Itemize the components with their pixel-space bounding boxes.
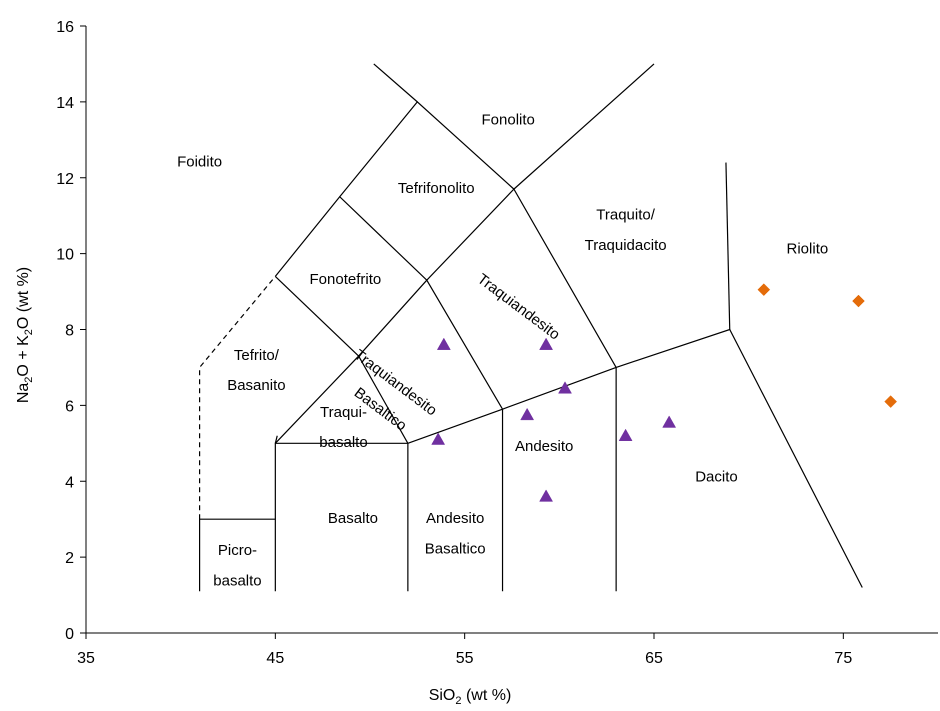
triangle-point	[436, 337, 451, 350]
triangle-point	[520, 407, 535, 421]
axes: 0 2 4 6 8 10 12 14 16 35 45 55 65 75	[56, 19, 938, 667]
triangle-point	[431, 432, 446, 445]
field-boundary	[274, 442, 409, 592]
x-tick-label: 75	[834, 650, 852, 667]
triangle-point	[618, 428, 633, 441]
field-label: Andesito	[426, 510, 484, 527]
diamond-point	[852, 294, 865, 308]
field-label: Dacito	[695, 468, 738, 485]
field-boundary	[725, 162, 731, 330]
triangle-point	[558, 381, 572, 394]
field-label: basalto	[213, 573, 261, 590]
y-tick-label: 12	[56, 171, 74, 188]
y-tick-label: 2	[65, 550, 74, 567]
field-label: Fonotefrito	[310, 271, 382, 288]
triangle-point	[539, 489, 554, 502]
field-label: Fonolito	[482, 112, 535, 129]
field-boundary	[373, 63, 418, 103]
field-boundary	[274, 435, 278, 444]
y-tick-label: 4	[65, 474, 74, 491]
field-label: Riolito	[787, 241, 829, 258]
boundary-lines	[199, 63, 863, 592]
y-axis-title: Na2O + K2O (wt %)	[15, 267, 35, 403]
field-boundary	[274, 188, 617, 368]
x-tick-label: 55	[456, 650, 474, 667]
field-label: Basaltico	[425, 540, 486, 557]
field-boundary-dashed	[199, 276, 276, 520]
field-boundary	[358, 279, 504, 410]
x-tick-label: 45	[266, 650, 284, 667]
field-label: Tefrifonolito	[398, 180, 475, 197]
diamond-point	[884, 395, 898, 408]
data-points	[431, 283, 898, 502]
field-boundary	[274, 275, 360, 357]
field-label: Picro-	[218, 542, 257, 559]
diamond-point	[757, 283, 771, 297]
field-label: Basanito	[227, 377, 285, 394]
x-tick-label: 35	[77, 650, 95, 667]
field-label: Basalto	[328, 510, 378, 527]
triangle-point	[662, 415, 677, 428]
field-label: Tefrito/	[234, 347, 280, 364]
field-boundary	[513, 63, 655, 190]
field-label: Traquito/	[596, 206, 655, 223]
field-label: Andesito	[515, 438, 573, 455]
field-label: Traquiandesito	[474, 270, 563, 343]
x-axis-title: SiO2 (wt %)	[429, 687, 512, 707]
y-tick-label: 8	[65, 323, 74, 340]
y-tick-label: 16	[56, 19, 74, 36]
field-label: basalto	[319, 434, 367, 451]
y-tick-label: 10	[56, 247, 74, 264]
triangle-point	[539, 337, 554, 350]
field-label: Traqui-	[320, 404, 367, 421]
y-tick-label: 0	[65, 626, 74, 643]
field-label: Foidito	[177, 153, 222, 170]
y-tick-label: 6	[65, 398, 74, 415]
field-boundary	[199, 518, 276, 592]
field-label: Traquidacito	[585, 237, 667, 254]
x-tick-label: 65	[645, 650, 663, 667]
y-tick-label: 14	[56, 95, 74, 112]
